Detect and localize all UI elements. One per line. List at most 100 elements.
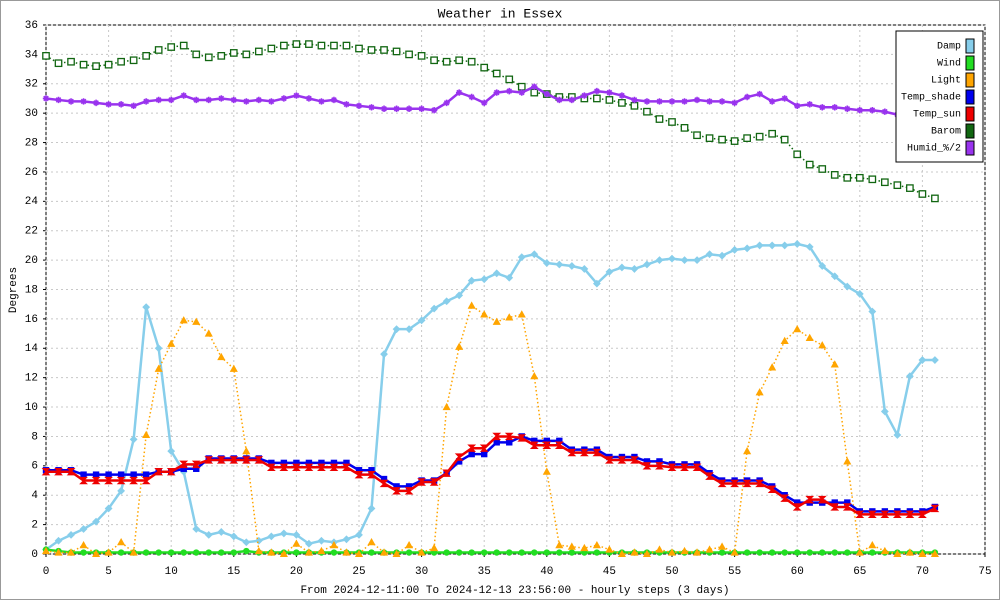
marker — [506, 439, 513, 446]
marker — [67, 98, 75, 105]
marker — [417, 548, 426, 556]
marker — [706, 98, 713, 105]
marker — [542, 467, 551, 475]
marker — [767, 485, 777, 494]
marker — [830, 272, 839, 281]
marker — [618, 92, 626, 99]
marker — [742, 479, 752, 488]
marker — [592, 540, 601, 549]
marker — [530, 88, 539, 97]
marker — [693, 96, 701, 104]
marker — [843, 173, 852, 182]
x-tick-label: 30 — [415, 566, 428, 578]
marker — [254, 546, 263, 555]
marker — [405, 50, 413, 59]
marker — [556, 437, 563, 445]
marker — [455, 56, 464, 65]
marker — [605, 545, 614, 553]
marker — [367, 538, 376, 546]
legend-swatch — [965, 38, 975, 54]
marker — [116, 476, 126, 485]
x-tick-label: 5 — [105, 566, 112, 578]
marker — [793, 150, 802, 159]
marker — [405, 483, 413, 490]
marker — [117, 101, 125, 108]
marker — [880, 407, 889, 416]
marker — [154, 468, 164, 476]
marker — [630, 548, 639, 556]
marker — [931, 194, 939, 203]
marker — [179, 316, 188, 324]
marker — [318, 98, 325, 105]
marker — [355, 102, 363, 110]
marker — [117, 486, 126, 495]
marker — [279, 529, 288, 538]
x-tick-label: 0 — [43, 566, 50, 578]
marker — [354, 549, 364, 558]
marker — [656, 458, 663, 465]
marker — [518, 549, 525, 556]
chart-title: Weather in Essex — [438, 6, 563, 21]
marker — [567, 262, 576, 270]
marker — [204, 456, 214, 464]
marker — [781, 549, 788, 556]
marker — [429, 478, 439, 486]
marker — [780, 336, 789, 344]
marker — [142, 549, 150, 556]
marker — [580, 543, 589, 552]
marker — [755, 479, 765, 488]
marker — [855, 290, 864, 298]
marker — [455, 549, 463, 556]
marker — [880, 546, 889, 555]
marker — [179, 41, 188, 50]
x-tick-label: 35 — [478, 566, 491, 578]
legend-swatch — [965, 72, 975, 88]
marker — [154, 344, 163, 353]
marker — [392, 487, 401, 495]
marker — [204, 329, 213, 337]
marker — [130, 102, 137, 110]
marker — [304, 548, 313, 556]
legend-swatch — [965, 89, 975, 105]
y-tick-label: 16 — [25, 314, 38, 326]
marker — [492, 69, 501, 78]
marker — [129, 56, 138, 65]
marker — [142, 471, 150, 478]
marker — [330, 459, 338, 467]
marker — [343, 101, 350, 108]
marker — [831, 549, 838, 556]
marker — [530, 250, 539, 259]
y-tick-label: 22 — [25, 226, 38, 238]
marker — [506, 87, 513, 95]
marker — [42, 95, 50, 102]
marker — [918, 549, 927, 558]
marker — [492, 317, 501, 325]
marker — [467, 57, 476, 66]
marker — [204, 53, 213, 62]
marker — [454, 453, 464, 461]
marker — [379, 479, 389, 488]
marker — [193, 96, 200, 104]
y-tick-label: 14 — [25, 343, 39, 355]
marker — [293, 549, 300, 556]
marker — [718, 98, 726, 105]
marker — [830, 171, 839, 179]
marker — [80, 549, 87, 556]
marker — [380, 46, 388, 54]
marker — [292, 539, 301, 547]
marker — [530, 371, 539, 380]
marker — [893, 549, 902, 558]
marker — [66, 468, 76, 476]
marker — [543, 549, 550, 556]
marker — [756, 549, 763, 556]
marker — [468, 93, 475, 101]
marker — [906, 184, 914, 192]
marker — [105, 471, 112, 478]
marker — [41, 546, 51, 555]
marker — [680, 463, 689, 472]
legend-label: Temp_sun — [913, 110, 961, 121]
marker — [805, 495, 815, 504]
marker — [830, 503, 840, 511]
marker — [593, 87, 601, 95]
legend: Damp Wind Light Temp_shade Temp_sun Barom Humi… — [895, 30, 984, 163]
